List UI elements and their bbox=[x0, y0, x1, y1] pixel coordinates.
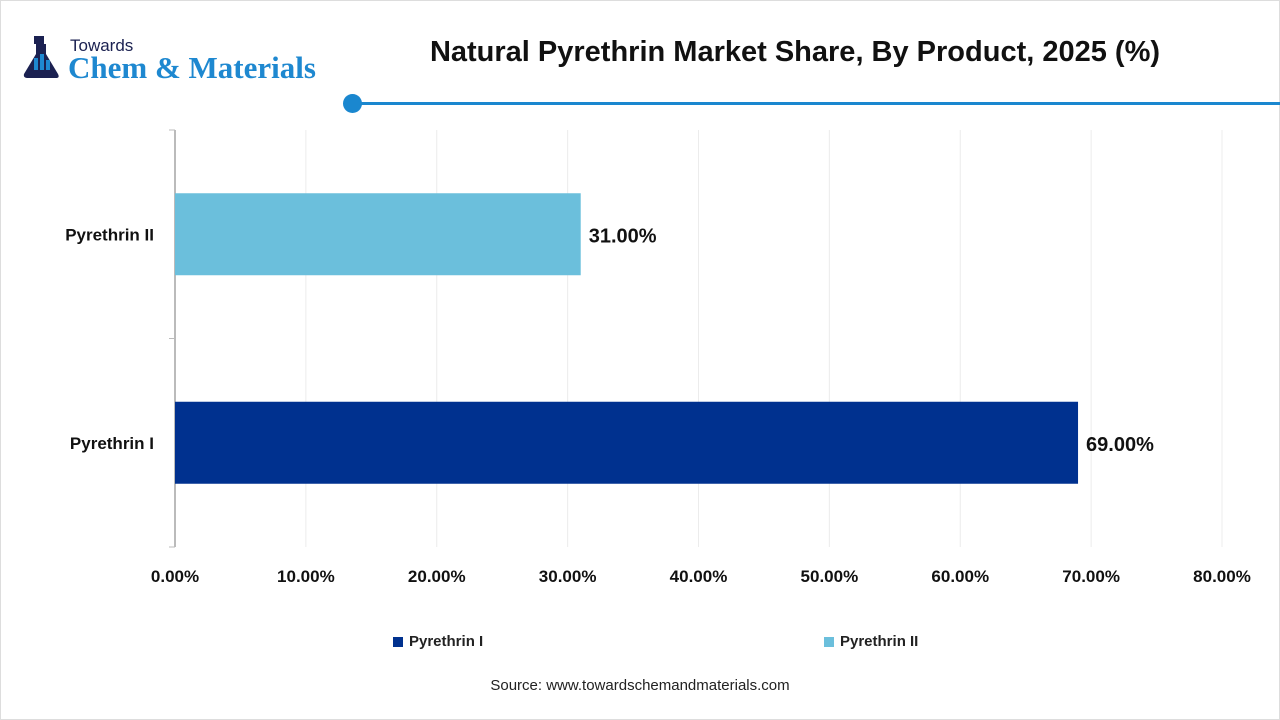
y-tick-label: Pyrethrin II bbox=[65, 225, 154, 244]
logo: Towards Chem & Materials bbox=[22, 36, 316, 85]
x-tick-label: 60.00% bbox=[931, 567, 989, 586]
x-tick-label: 20.00% bbox=[408, 567, 466, 586]
y-tick-label: Pyrethrin I bbox=[70, 434, 154, 453]
bar-pyrethrin-i bbox=[175, 401, 1079, 484]
x-tick-label: 50.00% bbox=[801, 567, 859, 586]
legend-swatch bbox=[824, 636, 834, 647]
legend-label: Pyrethrin I bbox=[409, 633, 484, 650]
x-tick-label: 40.00% bbox=[670, 567, 728, 586]
flask-icon bbox=[23, 36, 59, 78]
source-text: Source: www.towardschemandmaterials.com bbox=[490, 677, 790, 694]
x-tick-label: 10.00% bbox=[277, 567, 335, 586]
data-label: 69.00% bbox=[1086, 434, 1154, 456]
x-tick-label: 0.00% bbox=[151, 567, 199, 586]
chart-title: Natural Pyrethrin Market Share, By Produ… bbox=[429, 36, 1161, 68]
x-tick-label: 80.00% bbox=[1193, 567, 1251, 586]
logo-line2: Chem & Materials bbox=[68, 50, 316, 85]
legend-swatch bbox=[393, 636, 403, 647]
legend-item-1: Pyrethrin II bbox=[824, 633, 918, 650]
legend-label: Pyrethrin II bbox=[840, 633, 919, 650]
data-label: 31.00% bbox=[589, 225, 657, 247]
bar-pyrethrin-ii bbox=[175, 193, 581, 276]
x-tick-label: 70.00% bbox=[1062, 567, 1120, 586]
x-tick-label: 30.00% bbox=[539, 567, 597, 586]
divider-dot bbox=[343, 94, 362, 113]
header-divider bbox=[352, 102, 1280, 105]
legend-item-0: Pyrethrin I bbox=[393, 633, 483, 650]
logo-line1: Towards bbox=[70, 36, 134, 55]
